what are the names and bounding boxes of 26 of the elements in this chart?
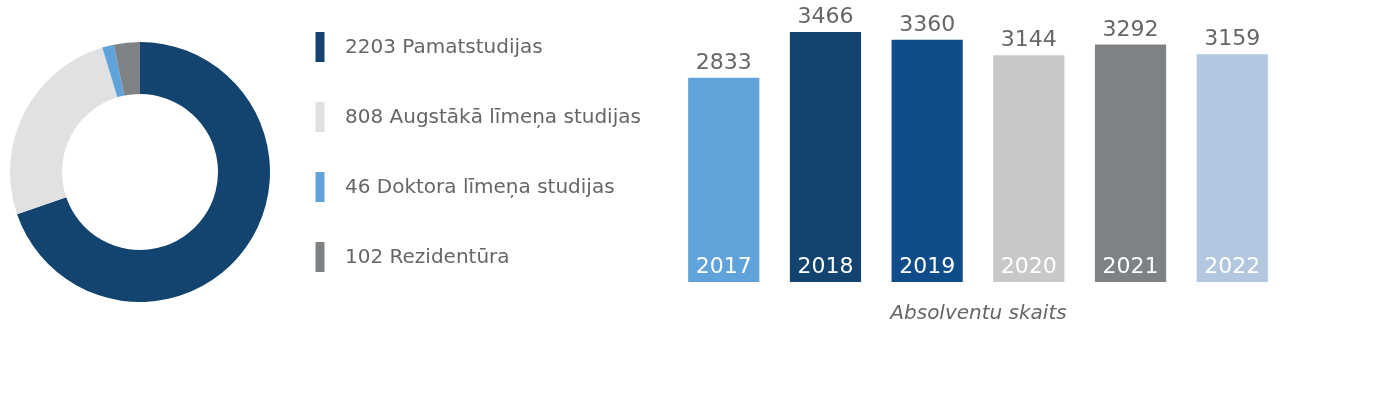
data-label: 2833: [695, 48, 752, 74]
bar: [993, 55, 1065, 282]
x-tick-label: 2022: [1204, 253, 1261, 278]
data-label: 3159: [1204, 25, 1261, 51]
donut-slice: [17, 42, 270, 302]
x-tick-label: 2021: [1102, 253, 1159, 278]
bar: [789, 32, 862, 282]
x-tick-label: 2018: [797, 253, 854, 278]
bar: [688, 77, 760, 282]
data-label: 3360: [899, 10, 956, 36]
donut-slice: [113, 42, 140, 96]
x-tick-label: 2017: [695, 253, 752, 278]
legend-label: 2203 Pamatstudijas: [345, 34, 543, 58]
legend-label: 808 Augstākā līmeņa studijas: [345, 104, 641, 128]
legend-label: 46 Doktora līmeņa studijas: [345, 174, 615, 198]
bar: [1196, 54, 1268, 282]
x-tick-label: 2019: [899, 253, 956, 278]
bar: [891, 39, 963, 282]
donut-slice: [10, 47, 118, 215]
data-label: 3466: [797, 3, 854, 28]
x-axis-title: Absolventu skaits: [888, 299, 1067, 324]
donut-slice: [102, 44, 125, 98]
bar: [1094, 44, 1167, 282]
data-label: 3292: [1102, 15, 1159, 41]
data-label: 3144: [1000, 26, 1057, 52]
legend-label: 102 Rezidentūra: [345, 244, 510, 268]
